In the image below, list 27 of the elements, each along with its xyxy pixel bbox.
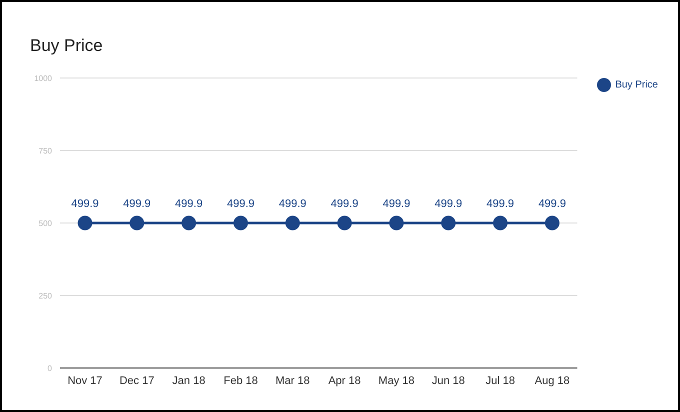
- data-label: 499.9: [278, 198, 306, 210]
- x-tick-label: Nov 17: [68, 374, 102, 387]
- x-tick-label: Feb 18: [224, 374, 258, 387]
- x-tick-label: Aug 18: [534, 374, 570, 387]
- data-label: 499.9: [123, 198, 151, 210]
- data-label: 499.9: [226, 198, 254, 210]
- data-label: 499.9: [330, 198, 358, 210]
- chart-title: Buy Price: [30, 36, 103, 56]
- x-tick-label: Apr 18: [328, 374, 361, 387]
- data-label: 499.9: [434, 198, 462, 210]
- x-tick-label: Jan 18: [172, 374, 206, 387]
- data-label: 499.9: [71, 198, 99, 210]
- data-label: 499.9: [486, 198, 514, 210]
- y-tick-label: 750: [38, 146, 53, 156]
- x-tick-label: Dec 17: [119, 374, 154, 387]
- x-tick-label: Jun 18: [432, 374, 465, 387]
- x-tick-label: Mar 18: [276, 374, 310, 387]
- x-tick-label: May 18: [378, 374, 415, 387]
- y-tick-label: 500: [38, 218, 53, 228]
- x-tick-label: Jul 18: [486, 374, 515, 387]
- y-tick-label: 0: [48, 364, 53, 373]
- y-tick-label: 250: [38, 291, 53, 300]
- legend-label: Buy Price: [615, 80, 658, 91]
- data-label: 499.9: [538, 198, 566, 210]
- data-label: 499.9: [175, 198, 203, 210]
- y-tick-label: 1000: [34, 74, 53, 83]
- data-label: 499.9: [382, 198, 410, 210]
